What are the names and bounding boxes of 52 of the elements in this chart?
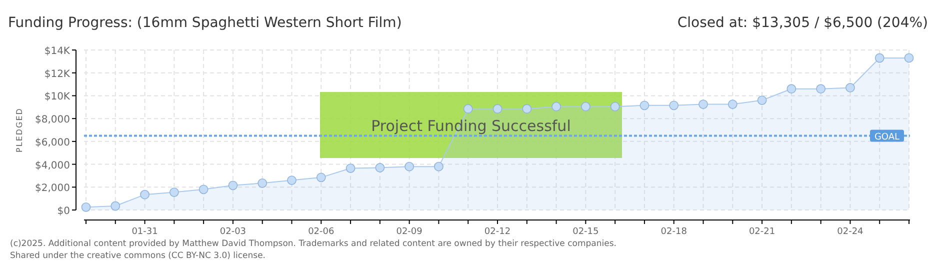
point [522, 104, 532, 114]
point [316, 172, 326, 182]
point [346, 164, 356, 173]
point [669, 100, 679, 110]
point [492, 104, 502, 114]
y-tick-label: $2,000 [35, 183, 70, 194]
point [757, 96, 767, 105]
point [904, 53, 914, 63]
point [287, 176, 296, 185]
point [552, 102, 561, 112]
point [640, 100, 650, 110]
point [375, 163, 385, 172]
y-tick-label: $12K [44, 68, 70, 80]
text: Shared under the creative commons (CC BY-NC 3.0) license. [10, 251, 266, 261]
x-tick-label: 02-06 [308, 227, 334, 237]
chart-subtitle: Closed at: $13,305 / $6,500 (204%) [677, 15, 928, 31]
x-tick-label: 01-31 [132, 227, 158, 237]
x-tick-label: 02-21 [748, 227, 776, 237]
chart-title: Funding Progress: (16mm Spaghetti Western Short Film) [8, 15, 402, 31]
y-axis-title: PLEDGED [15, 108, 24, 152]
point [81, 202, 91, 212]
point [169, 188, 179, 197]
point [404, 162, 414, 172]
point [140, 190, 150, 200]
x-tick-label: 02-18 [660, 227, 688, 237]
text: (c)2025. Additional content provided by Matthew David Thompson. Trademarks and related content are owned by their respective companies. [10, 239, 616, 249]
x-tick-label: 02-12 [484, 227, 511, 237]
y-tick-label: $6,000 [35, 137, 70, 148]
point [580, 102, 590, 112]
point [258, 178, 268, 188]
point [434, 162, 444, 172]
x-tick-label: 02-03 [220, 227, 246, 237]
point [198, 184, 208, 194]
point [786, 84, 796, 94]
point [610, 102, 620, 112]
point [110, 201, 120, 211]
y-tick-label: $8,000 [35, 114, 70, 126]
y-tick-label: $4,000 [35, 160, 70, 172]
point [698, 100, 708, 109]
point [846, 83, 855, 92]
point [816, 84, 826, 94]
y-tick-label: $10K [44, 92, 70, 103]
ref-line-label: GOAL [874, 132, 900, 143]
y-tick-label: $0 [57, 206, 70, 217]
x-tick-label: 02-15 [572, 227, 599, 237]
point [228, 180, 238, 190]
y-tick-label: $14K [44, 46, 70, 57]
point [728, 100, 738, 109]
x-tick-label: 02-09 [396, 227, 423, 237]
x-tick-label: 02-24 [837, 227, 864, 237]
point [463, 104, 473, 114]
point [874, 53, 884, 63]
